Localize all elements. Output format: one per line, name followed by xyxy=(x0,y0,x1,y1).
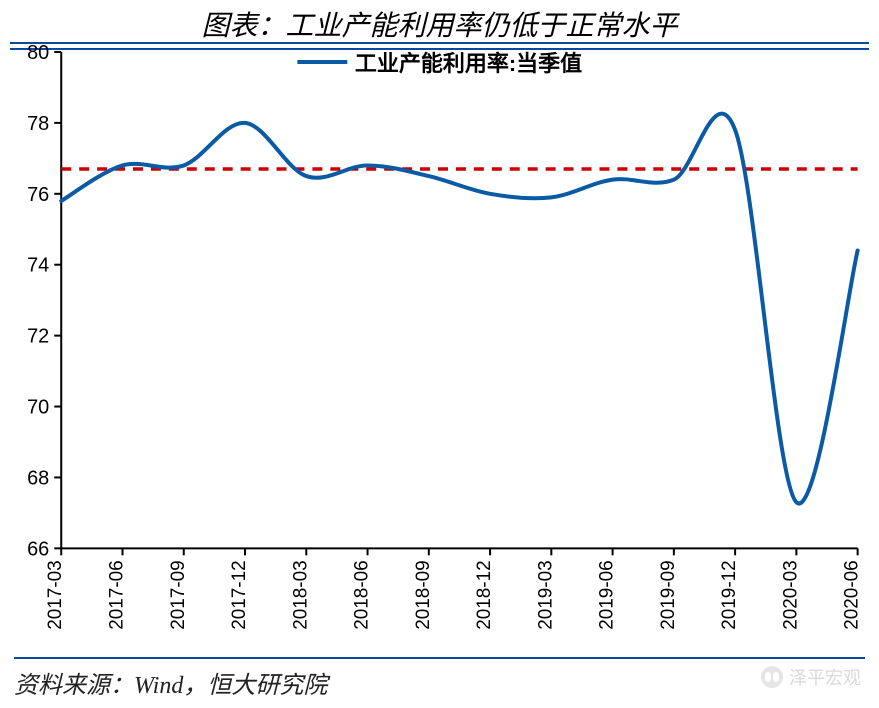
svg-text:2019-12: 2019-12 xyxy=(719,560,740,629)
chart-container: 图表：工业产能利用率仍低于正常水平 工业产能利用率:当季值 6668707274… xyxy=(0,0,879,708)
svg-text:2018-03: 2018-03 xyxy=(290,560,311,629)
svg-text:2020-06: 2020-06 xyxy=(842,560,863,629)
svg-text:2017-03: 2017-03 xyxy=(45,560,66,629)
watermark: 泽平宏观 xyxy=(761,664,861,690)
source-text: 资料来源：Wind，恒大研究院 xyxy=(14,657,865,700)
svg-text:70: 70 xyxy=(27,397,49,419)
wechat-icon xyxy=(761,666,783,688)
svg-text:2020-03: 2020-03 xyxy=(780,560,801,629)
svg-text:80: 80 xyxy=(27,44,49,64)
svg-text:2018-12: 2018-12 xyxy=(474,560,495,629)
svg-text:76: 76 xyxy=(27,184,49,206)
svg-text:2019-09: 2019-09 xyxy=(658,560,679,629)
legend-swatch xyxy=(297,60,347,64)
svg-text:2017-12: 2017-12 xyxy=(229,560,250,629)
legend: 工业产能利用率:当季值 xyxy=(297,46,582,78)
svg-text:72: 72 xyxy=(27,326,49,348)
svg-text:2019-03: 2019-03 xyxy=(535,560,556,629)
svg-text:2017-06: 2017-06 xyxy=(106,560,127,629)
svg-text:2019-06: 2019-06 xyxy=(597,560,618,629)
svg-text:74: 74 xyxy=(27,255,49,277)
plot-svg: 66 68 70 72 74 76 78 80 2017-03 2017-06 2017-09 201… xyxy=(10,44,869,658)
svg-text:2017-09: 2017-09 xyxy=(168,560,189,629)
watermark-text: 泽平宏观 xyxy=(789,664,861,690)
svg-text:2018-06: 2018-06 xyxy=(352,560,373,629)
legend-label: 工业产能利用率:当季值 xyxy=(355,46,582,78)
svg-text:2018-09: 2018-09 xyxy=(413,560,434,629)
chart-area: 66 68 70 72 74 76 78 80 2017-03 2017-06 2017-09 201… xyxy=(10,42,869,658)
svg-text:78: 78 xyxy=(27,113,49,135)
svg-text:68: 68 xyxy=(27,467,49,489)
svg-text:66: 66 xyxy=(27,538,49,560)
